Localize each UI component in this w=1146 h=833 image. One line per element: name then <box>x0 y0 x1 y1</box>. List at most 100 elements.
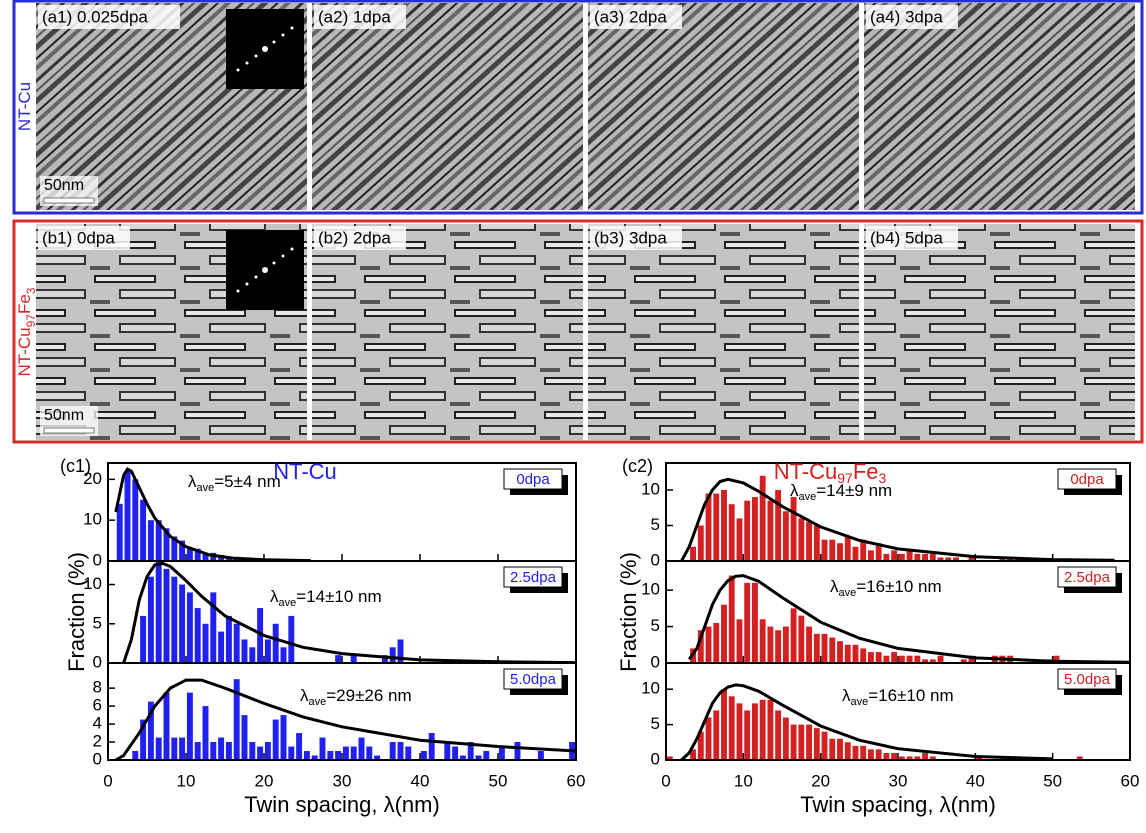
bar <box>242 715 248 760</box>
bar <box>853 547 859 561</box>
bar <box>767 627 773 663</box>
bar <box>125 471 131 561</box>
y-tick-label: 0 <box>93 652 102 671</box>
bar <box>791 725 797 760</box>
bar <box>760 619 766 663</box>
bar <box>713 710 719 760</box>
bar <box>249 647 255 663</box>
panel-label: (a3) 2dpa <box>594 7 667 26</box>
bar <box>744 501 750 561</box>
y-tick-label: 2 <box>93 732 102 751</box>
bar <box>891 550 897 561</box>
bar <box>132 479 138 561</box>
bar <box>914 554 920 561</box>
bar <box>868 749 874 760</box>
bar <box>390 647 396 663</box>
bar <box>914 656 920 663</box>
legend-label: 2.5dpa <box>510 569 557 586</box>
bar <box>822 634 828 663</box>
bar <box>366 747 372 760</box>
x-tick-label: 40 <box>966 771 985 790</box>
panel-label: (b4) 5dpa <box>870 228 943 247</box>
bar <box>814 728 820 760</box>
bar <box>791 608 797 663</box>
scale-bar-label: 50nm <box>44 177 84 194</box>
bar <box>148 520 154 561</box>
y-tick-label: 0 <box>651 550 660 569</box>
bar <box>721 605 727 663</box>
bar <box>156 561 162 663</box>
diffraction-spot <box>273 262 276 265</box>
text-part: NT-Cu <box>273 459 337 484</box>
bar <box>218 738 224 760</box>
bar <box>767 700 773 760</box>
bar <box>798 518 804 561</box>
panel-label: (b2) 2dpa <box>318 228 391 247</box>
bar <box>853 645 859 663</box>
x-tick-label: 0 <box>103 771 112 790</box>
panel-label: (a4) 3dpa <box>870 7 943 26</box>
bar <box>783 511 789 561</box>
bar <box>744 583 750 663</box>
x-axis-label: Twin spacing, λ(nm) <box>244 792 440 817</box>
bar <box>351 747 357 760</box>
bar <box>187 693 193 760</box>
y-tick-label: 0 <box>93 749 102 768</box>
bar <box>156 738 162 760</box>
bar <box>899 554 905 561</box>
bar <box>483 751 489 760</box>
x-axis-label: Twin spacing, λ(nm) <box>800 792 996 817</box>
bar <box>288 747 294 760</box>
bar <box>922 753 928 760</box>
diffraction-spot <box>237 69 240 72</box>
bar <box>876 749 882 760</box>
diffraction-spot <box>262 46 268 52</box>
diffraction-spot <box>246 283 249 286</box>
annotation-text: =29±26 nm <box>326 686 411 705</box>
bar <box>148 577 154 663</box>
bar <box>320 738 326 760</box>
bar <box>210 742 216 760</box>
bar <box>798 616 804 663</box>
diffraction-spot <box>246 62 249 65</box>
diffraction-spot <box>273 41 276 44</box>
bar <box>187 592 193 663</box>
legend-label: 0dpa <box>1070 471 1104 488</box>
bar <box>760 476 766 561</box>
x-tick-label: 40 <box>411 771 430 790</box>
y-axis-label: Fraction (%) <box>64 552 89 672</box>
annotation: λave=5±4 nm <box>188 472 281 493</box>
bar <box>783 718 789 760</box>
annotation-sub: ave <box>851 696 869 708</box>
micrograph <box>864 224 1135 440</box>
bar <box>721 689 727 760</box>
bar <box>179 738 185 760</box>
annotation-text: =5±4 nm <box>214 472 281 491</box>
y-tick-label: 0 <box>651 652 660 671</box>
bar <box>775 630 781 663</box>
bar <box>226 616 232 663</box>
x-tick-label: 50 <box>489 771 508 790</box>
bar <box>140 616 146 663</box>
annotation-sub: ave <box>839 587 857 599</box>
bar <box>335 751 341 760</box>
panel-label: (b1) 0dpa <box>42 228 115 247</box>
bar <box>899 656 905 663</box>
bar <box>234 624 240 663</box>
bar <box>783 627 789 663</box>
diffraction-spot <box>282 34 285 37</box>
bar <box>706 627 712 663</box>
bar <box>883 656 889 663</box>
bar <box>737 518 743 561</box>
bar <box>814 634 820 663</box>
bar <box>845 645 851 663</box>
panel-label: (b3) 3dpa <box>594 228 667 247</box>
bar <box>868 652 874 663</box>
bar <box>907 550 913 561</box>
bar <box>164 693 170 760</box>
bar <box>798 725 804 760</box>
y-tick-label: 5 <box>651 515 660 534</box>
bar <box>806 627 812 663</box>
bar <box>164 569 170 663</box>
bar <box>429 733 435 760</box>
